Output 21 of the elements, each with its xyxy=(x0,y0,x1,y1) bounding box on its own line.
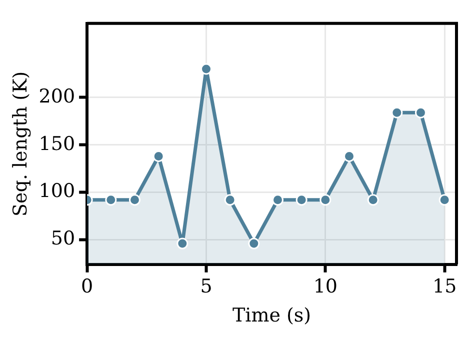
point xyxy=(391,106,403,118)
point xyxy=(296,194,308,206)
point xyxy=(176,238,188,250)
point xyxy=(367,194,379,206)
x-tick-label: 5 xyxy=(200,276,212,298)
y-axis-title: Seq. length (K) xyxy=(9,71,32,216)
point xyxy=(224,194,236,206)
y-tick-label: 200 xyxy=(38,85,76,108)
point xyxy=(415,106,426,118)
x-tick-label: 0 xyxy=(81,276,94,298)
point xyxy=(128,194,140,206)
y-tick-label: 50 xyxy=(50,228,76,250)
point xyxy=(438,194,450,206)
x-tick-label: 15 xyxy=(432,276,457,298)
y-tick-label: 100 xyxy=(38,180,76,202)
point xyxy=(105,194,117,206)
point xyxy=(320,194,332,206)
x-tick-label: 10 xyxy=(313,276,338,298)
point xyxy=(248,238,260,250)
x-axis-title: Time (s) xyxy=(232,304,312,327)
y-tick-label: 150 xyxy=(38,132,76,155)
